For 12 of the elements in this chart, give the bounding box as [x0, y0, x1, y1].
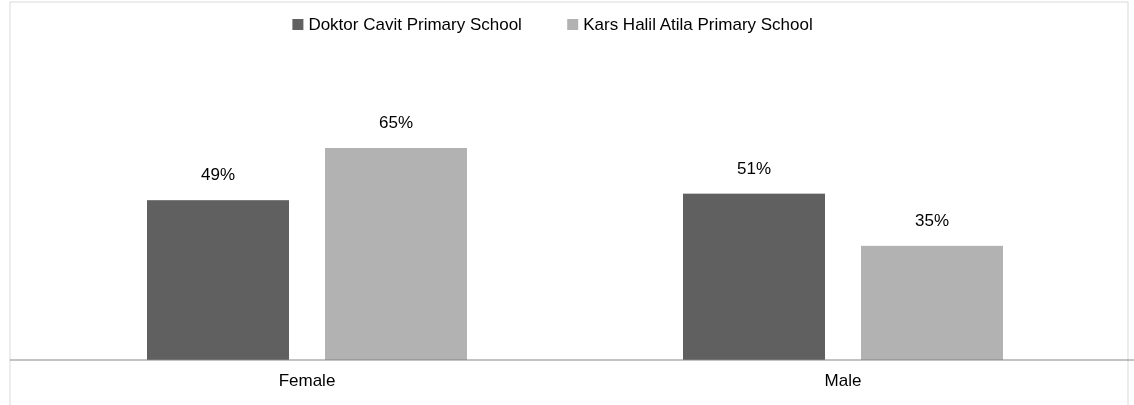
legend-label: Kars Halil Atila Primary School [583, 15, 813, 34]
bar [147, 200, 290, 360]
data-label: 49% [200, 165, 236, 185]
bar [861, 245, 1003, 360]
x-tick-label: Male [824, 371, 862, 390]
bar [325, 148, 467, 360]
data-label: 51% [736, 158, 772, 178]
legend-label: Doktor Cavit Primary School [308, 15, 522, 34]
bar [683, 193, 826, 360]
x-tick-label: Female [278, 371, 336, 390]
data-label: 35% [914, 210, 950, 230]
data-label: 65% [378, 113, 414, 132]
